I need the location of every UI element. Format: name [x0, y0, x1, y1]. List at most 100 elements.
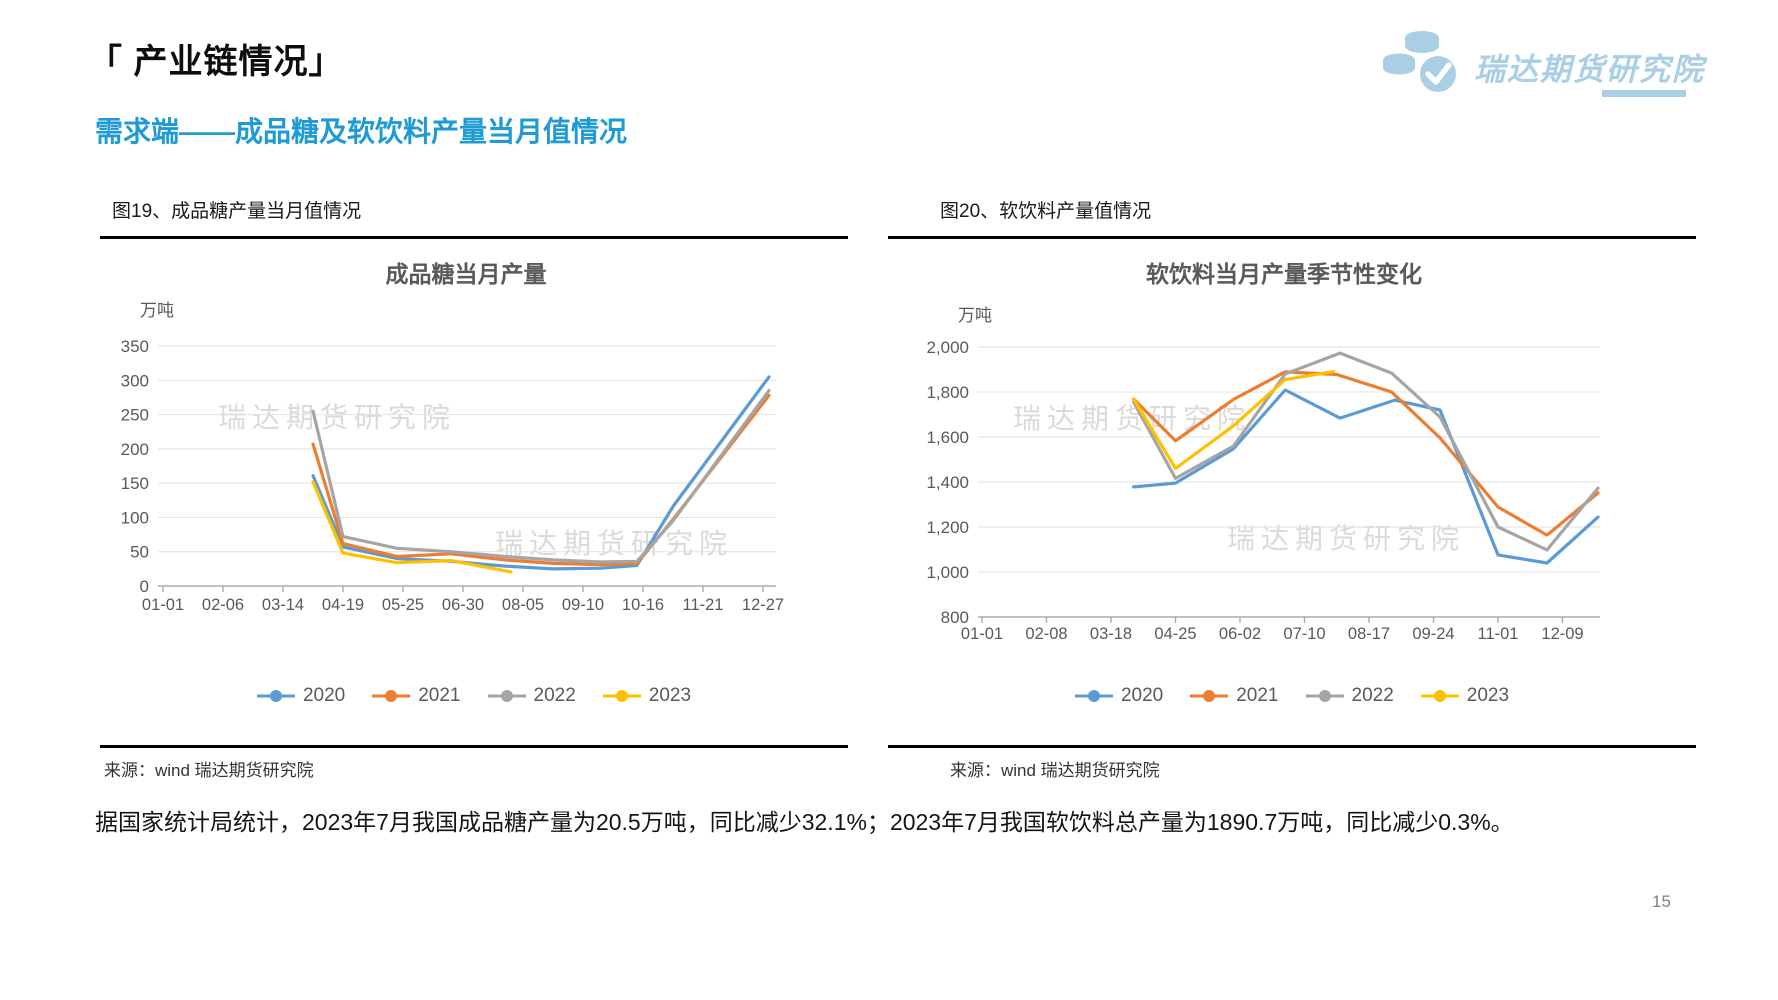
- legend-marker-2021: [1190, 690, 1229, 702]
- legend-label: 2022: [533, 685, 576, 706]
- legend-item-2023: 2023: [1420, 685, 1510, 707]
- panel-divider-top: [100, 236, 848, 239]
- svg-text:01-01: 01-01: [142, 596, 184, 614]
- chart-legend: 2020 2021 2022 2023: [888, 685, 1696, 707]
- y-tick-labels: 800 1,000 1,200 1,400 1,600 1,800 2,000: [926, 338, 969, 627]
- series-line-2021: [1132, 370, 1600, 537]
- legend-label: 2022: [1351, 685, 1394, 706]
- svg-text:12-27: 12-27: [742, 596, 784, 614]
- watermark-text: 瑞达期货研究院: [218, 402, 456, 433]
- series-line-2023: [311, 480, 513, 574]
- x-axis: 01-01 02-08 03-18 04-25 06-02 07-10 08-17 09-24…: [961, 616, 1600, 643]
- svg-text:07-10: 07-10: [1283, 625, 1325, 643]
- legend-label: 2021: [418, 685, 461, 706]
- svg-text:1,600: 1,600: [926, 428, 969, 447]
- legend-label: 2023: [1466, 685, 1510, 706]
- series-line-2020: [311, 375, 771, 571]
- svg-text:05-25: 05-25: [382, 596, 424, 614]
- svg-text:11-01: 11-01: [1478, 625, 1519, 643]
- svg-text:350: 350: [121, 337, 149, 356]
- legend-item-2021: 2021: [372, 685, 461, 707]
- page-number: 15: [1652, 892, 1671, 911]
- svg-text:10-16: 10-16: [622, 596, 664, 614]
- section-subtitle: 需求端——成品糖及软饮料产量当月值情况: [95, 116, 628, 147]
- svg-text:200: 200: [121, 440, 149, 459]
- series-line-2023: [1132, 370, 1336, 471]
- svg-text:06-02: 06-02: [1219, 625, 1261, 643]
- watermark-text: 瑞达期货研究院: [1013, 403, 1251, 434]
- legend-label: 2023: [648, 685, 692, 706]
- svg-text:08-17: 08-17: [1348, 625, 1390, 643]
- legend-item-2022: 2022: [487, 685, 576, 707]
- svg-text:09-10: 09-10: [562, 596, 604, 614]
- sugar-output-chart: 瑞达期货研究院瑞达期货研究院05010015020025030035001-01…: [121, 261, 784, 614]
- y-unit-label: 万吨: [140, 301, 174, 320]
- svg-text:11-21: 11-21: [683, 596, 724, 614]
- brand-underline: [1602, 90, 1686, 97]
- svg-text:09-24: 09-24: [1412, 625, 1454, 643]
- legend-label: 2020: [302, 685, 346, 706]
- coins-check-icon: [1383, 31, 1456, 92]
- svg-text:12-09: 12-09: [1541, 625, 1583, 643]
- legend-marker-2023: [602, 690, 641, 702]
- source-note: 来源：wind 瑞达期货研究院: [104, 761, 314, 780]
- watermark-text: 瑞达期货研究院: [1227, 523, 1465, 554]
- svg-text:02-08: 02-08: [1025, 625, 1067, 643]
- brand-name: 瑞达期货研究院: [1474, 52, 1705, 87]
- source-note: 来源：wind 瑞达期货研究院: [950, 761, 1160, 780]
- svg-text:800: 800: [941, 608, 969, 627]
- y-tick-labels: 0 50 100 150 200 250 300 350: [121, 337, 149, 596]
- svg-text:04-19: 04-19: [322, 596, 364, 614]
- legend-marker-2022: [487, 690, 526, 702]
- svg-text:1,800: 1,800: [926, 383, 969, 402]
- legend-label: 2021: [1236, 685, 1279, 706]
- summary-text: 据国家统计局统计，2023年7月我国成品糖产量为20.5万吨，同比减少32.1%…: [95, 809, 1514, 835]
- svg-text:02-06: 02-06: [202, 596, 244, 614]
- chart-legend: 2020 2021 2022 2023: [100, 685, 848, 707]
- svg-text:1,400: 1,400: [926, 473, 969, 492]
- legend-item-2020: 2020: [256, 685, 346, 707]
- svg-text:100: 100: [121, 508, 149, 527]
- legend-item-2022: 2022: [1305, 685, 1394, 707]
- legend-marker-2023: [1420, 690, 1459, 702]
- svg-text:0: 0: [140, 577, 149, 596]
- svg-text:150: 150: [121, 474, 149, 493]
- series-line-2022: [1132, 351, 1600, 552]
- legend-item-2021: 2021: [1190, 685, 1279, 707]
- svg-text:2,000: 2,000: [926, 338, 969, 357]
- series-line-2020: [1132, 388, 1600, 565]
- svg-text:04-25: 04-25: [1154, 625, 1196, 643]
- figure-panel-softdrink: 图20、软饮料产量值情况 瑞达期货研究院 瑞达期货研究院 800 1,000 1,200…: [888, 196, 1696, 796]
- svg-text:1,000: 1,000: [926, 563, 969, 582]
- legend-label: 2020: [1120, 685, 1164, 706]
- svg-text:01-01: 01-01: [961, 625, 1003, 643]
- panel-divider-bottom: [888, 745, 1696, 748]
- legend-item-2023: 2023: [602, 685, 692, 707]
- chart-title: 成品糖当月产量: [386, 261, 547, 287]
- panel-divider-bottom: [100, 745, 848, 748]
- panel-divider-top: [888, 236, 1696, 239]
- legend-marker-2021: [372, 690, 411, 702]
- chart-title: 软饮料当月产量季节性变化: [1146, 261, 1422, 287]
- series-line-2022: [311, 389, 771, 564]
- svg-text:50: 50: [130, 543, 149, 562]
- svg-text:1,200: 1,200: [926, 518, 969, 537]
- legend-marker-2020: [256, 690, 295, 702]
- legend-item-2020: 2020: [1074, 685, 1164, 707]
- y-unit-label: 万吨: [958, 306, 992, 325]
- brand-logo: 瑞达期货研究院: [1382, 24, 1712, 110]
- figure-caption: 图20、软饮料产量值情况: [940, 201, 1152, 222]
- watermark-text: 瑞达期货研究院: [495, 528, 733, 559]
- legend-marker-2020: [1074, 690, 1113, 702]
- svg-text:250: 250: [121, 406, 149, 425]
- page-title: 「 产业链情况」: [88, 43, 344, 81]
- legend-marker-2022: [1305, 690, 1344, 702]
- figure-panel-sugar: 图19、成品糖产量当月值情况 瑞达期货研究院 瑞达期货研究院 0 50 100 150 20…: [100, 196, 848, 796]
- softdrink-output-chart: 瑞达期货研究院瑞达期货研究院8001,0001,2001,4001,6001,8…: [926, 261, 1600, 643]
- y-gridlines: [158, 345, 776, 553]
- svg-text:300: 300: [121, 371, 149, 390]
- figure-caption: 图19、成品糖产量当月值情况: [112, 201, 362, 222]
- svg-text:06-30: 06-30: [442, 596, 484, 614]
- x-axis: 01-01 02-06 03-14 04-19 05-25 06-30 08-05 09-10…: [142, 585, 784, 614]
